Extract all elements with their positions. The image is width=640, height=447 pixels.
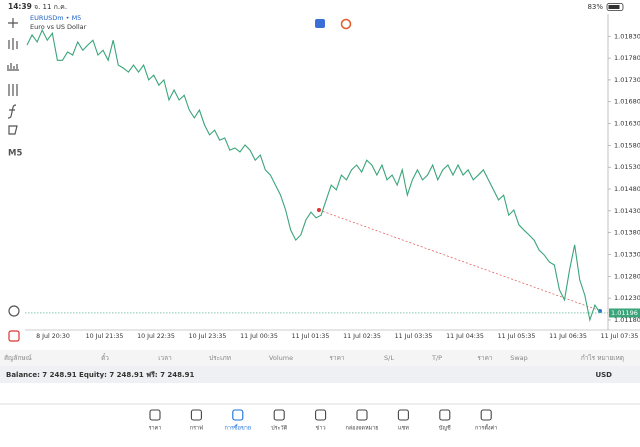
y-tick-label: 1.01530 [614, 163, 640, 171]
tab[interactable]: กราฟ [190, 409, 203, 432]
status-date: จ. 11 ก.ค. [34, 3, 67, 11]
tab-icon [190, 409, 202, 421]
tab-icon [273, 409, 285, 421]
tab[interactable]: การตั้งค่า [475, 409, 497, 432]
tab-label: ราคา [149, 426, 162, 432]
status-time: 14:39 [8, 2, 32, 11]
y-tick-label: 1.01380 [614, 229, 640, 237]
x-tick-label: 10 Jul 23:35 [189, 333, 227, 340]
toolbar [7, 18, 20, 342]
tab-icon [232, 409, 244, 421]
candles-icon[interactable] [8, 38, 18, 50]
table-header: S/L [384, 354, 394, 362]
x-tick-label: 11 Jul 02:35 [343, 333, 381, 340]
tab-label: ประวัติ [271, 425, 287, 432]
indicators-icon[interactable] [8, 84, 18, 96]
balance-bg [0, 366, 640, 383]
x-tick-label: 11 Jul 03:35 [395, 333, 433, 340]
y-tick-label: 1.01730 [614, 76, 640, 84]
battery-icon [606, 3, 624, 11]
function-icon[interactable] [7, 104, 17, 119]
x-tick-label: 11 Jul 01:35 [292, 333, 330, 340]
current-price-box [609, 308, 640, 318]
x-tick-label: 10 Jul 21:35 [86, 333, 124, 340]
y-tick-label: 1.01330 [614, 250, 640, 258]
y-tick-label: 1.01430 [614, 207, 640, 215]
tab[interactable]: การซื้อขาย [225, 409, 251, 432]
x-tick-label: 11 Jul 00:35 [240, 333, 278, 340]
table-header: กำไร [581, 354, 596, 362]
tab[interactable]: กล่องจดหมาย [345, 409, 379, 432]
y-tick-label: 1.01780 [614, 54, 640, 62]
table-header: Volume [269, 354, 293, 362]
y-tick-label: 1.01630 [614, 120, 640, 128]
x-tick-label: 11 Jul 06:35 [549, 333, 587, 340]
buy-button[interactable] [340, 18, 352, 30]
tab-label: กราฟ [190, 425, 203, 432]
table-header: ราคา [477, 354, 492, 362]
objects-icon[interactable] [8, 125, 18, 135]
table-header: หมายเหตุ [597, 354, 624, 362]
tab-label: การตั้งค่า [475, 424, 497, 432]
bars-icon[interactable] [7, 63, 19, 71]
x-tick-label: 11 Jul 04:35 [446, 333, 484, 340]
timeframe[interactable]: M5 [8, 149, 22, 159]
table-header: ราคา [329, 354, 344, 362]
balance: Balance: 7 248.91 Equity: 7 248.91 ฟรี: … [6, 371, 195, 379]
symbol-description: Euro vs US Dollar [30, 23, 87, 31]
trendline[interactable] [318, 209, 599, 311]
y-tick-label: 1.01680 [614, 98, 640, 106]
sell-button[interactable] [315, 19, 325, 28]
y-tick-label: 1.01280 [614, 272, 640, 280]
tab[interactable]: บัญชี [439, 409, 451, 432]
x-tick-label: 8 Jul 20:30 [36, 333, 70, 340]
battery-fill [608, 5, 620, 9]
tab[interactable]: ประวัติ [271, 409, 288, 432]
x-tick-label: 11 Jul 05:35 [498, 333, 536, 340]
tab-icon [397, 409, 409, 421]
zoom-icon[interactable] [8, 305, 20, 317]
tab-icon [315, 409, 327, 421]
current-price-label: 1.01196 [611, 309, 638, 317]
table-header-bg [0, 350, 640, 366]
tab-icon [356, 409, 368, 421]
tab-label: แชท [398, 425, 409, 432]
table-header: เวลา [158, 354, 172, 362]
y-tick-label: 1.01580 [614, 141, 640, 149]
y-tick-label: 1.01830 [614, 32, 640, 40]
y-tick-label: 1.01230 [614, 294, 640, 302]
tab-label: การซื้อขาย [225, 424, 251, 432]
tab[interactable]: แชท [397, 409, 409, 432]
tab-label: ข่าว [316, 426, 326, 432]
table-header: ประเภท [209, 354, 231, 362]
tab-label: บัญชี [439, 425, 451, 432]
currency: USD [595, 371, 612, 379]
x-tick-label: 10 Jul 22:35 [137, 333, 175, 340]
tab[interactable]: ราคา [149, 409, 162, 432]
table-header: T/P [431, 354, 442, 362]
tab[interactable]: ข่าว [315, 409, 327, 432]
trade-icon[interactable] [8, 330, 20, 342]
y-tick-label: 1.01480 [614, 185, 640, 193]
y-tick-label: 1.01180 [614, 316, 640, 324]
price-line [26, 28, 601, 323]
table-header: ตั๋ว [101, 353, 109, 362]
tab-icon [439, 409, 451, 421]
x-tick-label: 11 Jul 07:35 [601, 333, 639, 340]
status-battery: 83% [587, 3, 603, 11]
symbol[interactable]: EURUSDm • M5 [30, 14, 81, 22]
tab-icon [480, 409, 492, 421]
tab-icon [149, 409, 161, 421]
crosshair-icon[interactable] [8, 18, 18, 28]
table-header: Swap [510, 354, 528, 362]
tab-label: กล่องจดหมาย [345, 426, 378, 432]
table-header: สัญลักษณ์ [4, 354, 32, 362]
